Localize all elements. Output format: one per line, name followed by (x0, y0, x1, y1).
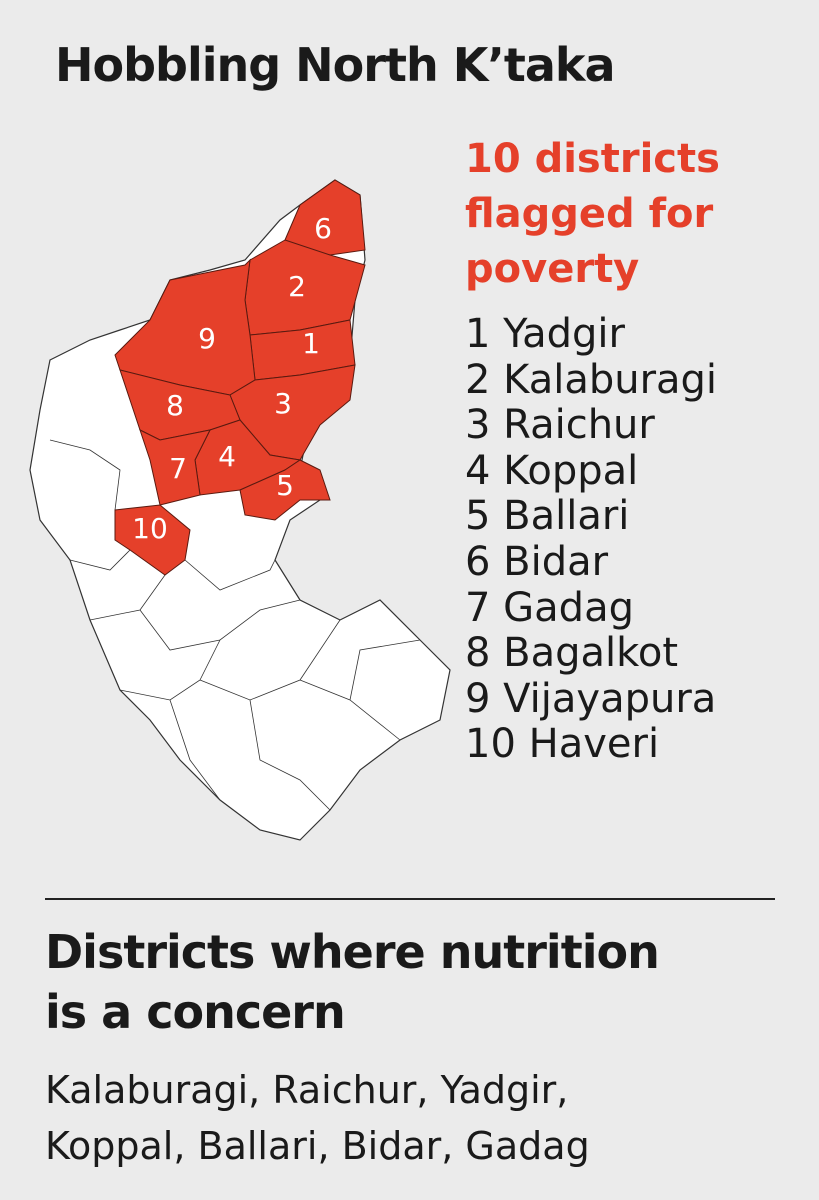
district-name: Bagalkot (503, 630, 679, 677)
text-line: Kalaburagi, Raichur, Yadgir, (45, 1068, 569, 1112)
district-number: 5 (465, 493, 491, 540)
district-number: 2 (465, 356, 491, 403)
district-borders (49, 439, 421, 811)
district-item: 10 Haveri (465, 722, 717, 768)
district-gadag (139, 429, 211, 506)
text-line: Koppal, Ballari, Bidar, Gadag (45, 1124, 590, 1168)
district-name: Gadag (503, 584, 634, 631)
district-number: 10 (465, 721, 516, 768)
poverty-heading: 10 districts flagged for poverty (465, 132, 720, 297)
district-item: 6 Bidar (465, 538, 717, 586)
district-ballari (239, 459, 331, 521)
district-number: 3 (465, 402, 491, 449)
title: Hobbling North K’taka (55, 38, 616, 92)
district-item: 4 Koppal (465, 447, 717, 495)
district-name: Koppal (503, 447, 639, 494)
map-label: 3 (274, 387, 292, 420)
district-item: 8 Bagalkot (465, 630, 717, 677)
district-list: 1 Yadgir 2 Kalaburagi 3 Raichur 4 Koppal 5 B… (465, 311, 718, 768)
district-number: 7 (465, 584, 491, 631)
map-label: 9 (198, 322, 216, 355)
heading-line: poverty (465, 246, 640, 292)
district-item: 3 Raichur (465, 402, 717, 449)
district-item: 2 Kalaburagi (465, 356, 718, 404)
divider (45, 898, 775, 900)
district-item: 1 Yadgir (465, 311, 717, 358)
district-name: Yadgir (503, 311, 625, 357)
district-item: 7 Gadag (465, 584, 717, 632)
map-label: 5 (276, 469, 294, 502)
district-number: 4 (465, 447, 491, 494)
map-label: 8 (166, 389, 184, 422)
heading-line: is a concern (45, 985, 346, 1039)
district-item: 5 Ballari (465, 494, 717, 540)
district-name: Vijayapura (503, 675, 717, 722)
district-name: Raichur (503, 402, 655, 449)
district-number: 9 (465, 675, 491, 722)
map-label: 7 (169, 452, 187, 485)
district-name: Ballari (503, 493, 630, 540)
district-haveri (114, 504, 191, 576)
map-label: 1 (302, 327, 320, 360)
district-number: 1 (465, 311, 491, 357)
map: 1 2 3 4 5 6 7 8 9 10 (29, 179, 451, 841)
map-label: 10 (132, 512, 168, 545)
map-label: 4 (218, 440, 236, 473)
map-label: 2 (288, 270, 306, 303)
district-name: Haveri (528, 721, 660, 768)
nutrition-text: Kalaburagi, Raichur, Yadgir, Koppal, Ball… (45, 1062, 590, 1174)
district-number: 6 (465, 538, 491, 585)
nutrition-heading: Districts where nutrition is a concern (45, 922, 660, 1042)
map-label: 6 (314, 212, 332, 245)
heading-line: 10 districts (465, 136, 720, 182)
district-name: Bidar (503, 538, 609, 585)
heading-line: flagged for (465, 191, 714, 237)
district-name: Kalaburagi (503, 356, 718, 403)
district-number: 8 (465, 630, 491, 677)
district-item: 9 Vijayapura (465, 675, 717, 723)
heading-line: Districts where nutrition (45, 925, 660, 979)
